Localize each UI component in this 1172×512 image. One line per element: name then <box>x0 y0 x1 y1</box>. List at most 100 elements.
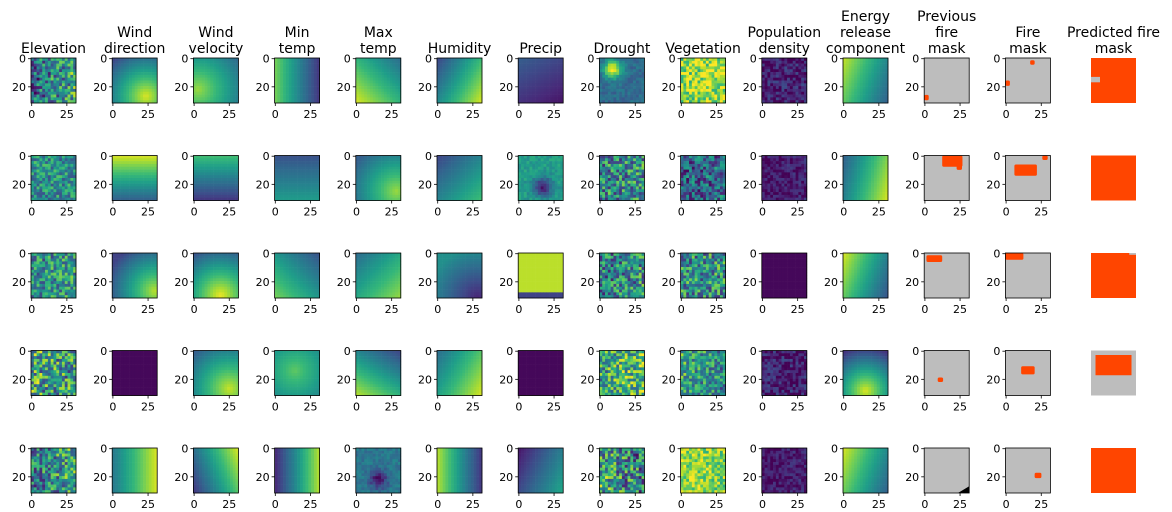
heatmap-cell <box>56 60 60 64</box>
heatmap-cell <box>64 194 68 198</box>
heatmap-cell <box>610 94 614 98</box>
heatmap-cell <box>621 97 626 101</box>
heatmap-cell <box>719 58 724 62</box>
heatmap-cell <box>42 60 46 64</box>
heatmap-cell <box>761 69 765 73</box>
heatmap-cell <box>33 161 37 165</box>
heatmap-cell <box>221 58 225 62</box>
heatmap-cell <box>529 77 533 81</box>
heatmap-cell <box>518 175 522 179</box>
heatmap-cell <box>64 172 68 176</box>
heatmap-cell <box>193 72 197 76</box>
heatmap-cell <box>871 97 875 101</box>
heatmap-cell <box>134 86 138 90</box>
heatmap-cell <box>50 186 54 190</box>
heatmap-cell <box>140 63 144 67</box>
heatmap-cell <box>215 86 220 90</box>
heatmap-cell <box>448 66 452 70</box>
heatmap-cell <box>112 169 116 173</box>
heatmap-cell <box>145 74 150 78</box>
heatmap-cell <box>123 100 127 104</box>
heatmap-cell <box>316 69 320 73</box>
heatmap-cell <box>787 97 791 101</box>
heatmap-cell <box>224 91 228 95</box>
heatmap-cell <box>308 80 312 84</box>
heatmap-cell <box>218 58 222 62</box>
heatmap-cell <box>462 80 466 84</box>
heatmap-cell <box>843 97 847 101</box>
heatmap-cell <box>207 69 211 73</box>
heatmap-cell <box>442 58 446 62</box>
heatmap-cell <box>395 77 399 81</box>
heatmap-cell <box>316 186 320 190</box>
axes-frame <box>355 155 402 201</box>
heatmap-cell <box>392 194 396 198</box>
heatmap-cell <box>691 83 695 87</box>
heatmap-cell <box>686 83 690 87</box>
heatmap-cell <box>154 194 158 198</box>
heatmap-cell <box>445 197 449 201</box>
heatmap-cell <box>120 74 124 78</box>
heatmap-cell <box>537 91 541 95</box>
heatmap-cell <box>45 77 49 81</box>
heatmap-cell <box>389 189 393 193</box>
heatmap-cell <box>381 158 385 162</box>
heatmap-cell <box>540 194 544 198</box>
heatmap-cell <box>143 94 147 98</box>
y-tick-label: 0 <box>506 150 513 163</box>
heatmap-cell <box>795 72 799 76</box>
heatmap-cell <box>448 72 452 76</box>
heatmap-cell <box>437 180 441 184</box>
heatmap-cell <box>151 80 155 84</box>
heatmap-cell <box>535 175 539 179</box>
heatmap-cell <box>277 60 281 64</box>
heatmap-cell <box>221 88 225 93</box>
heatmap-cell <box>798 72 802 76</box>
heatmap-cell <box>229 58 234 62</box>
heatmap-cell <box>31 77 35 81</box>
heatmap-cell <box>305 72 309 76</box>
heatmap-cell <box>445 158 449 162</box>
heatmap-cell <box>369 172 373 176</box>
heatmap-cell <box>462 94 466 98</box>
heatmap-cell <box>638 91 642 95</box>
heatmap-cell <box>154 86 158 90</box>
heatmap-cell <box>355 58 359 62</box>
heatmap-cell <box>31 66 35 70</box>
heatmap-cell <box>630 91 634 95</box>
heatmap-cell <box>207 169 211 173</box>
heatmap-cell <box>395 163 399 168</box>
heatmap-cell <box>518 69 522 73</box>
heatmap-cell <box>221 189 225 193</box>
heatmap-cell <box>364 74 368 78</box>
heatmap-cell <box>764 63 768 67</box>
heatmap-cell <box>683 86 687 90</box>
heatmap-cell <box>549 197 553 201</box>
heatmap-cell <box>683 88 687 93</box>
axes-frame <box>842 57 889 104</box>
heatmap-cell <box>47 91 51 95</box>
heatmap-cell <box>599 91 603 95</box>
heatmap-cell <box>375 175 379 179</box>
heatmap-cell <box>605 163 609 168</box>
heatmap-cell <box>201 60 205 64</box>
heatmap-cell <box>459 60 463 64</box>
heatmap-cell <box>112 192 116 196</box>
heatmap-cell <box>288 189 292 193</box>
heatmap-cell <box>291 63 295 67</box>
heatmap-cell <box>196 66 200 70</box>
heatmap-cell <box>59 100 63 104</box>
heatmap-cell <box>227 155 231 159</box>
heatmap-cell <box>862 86 866 90</box>
heatmap-cell <box>479 97 483 101</box>
heatmap-cell <box>117 197 121 201</box>
heatmap-cell <box>115 155 119 159</box>
heatmap-cell <box>193 86 197 90</box>
heatmap-cell <box>232 194 236 198</box>
heatmap-cell <box>227 169 231 173</box>
heatmap-cell <box>717 77 721 81</box>
heatmap-cell <box>215 158 220 162</box>
heatmap-cell <box>470 97 474 101</box>
heatmap-cell <box>53 192 57 196</box>
heatmap-cell <box>470 172 474 176</box>
